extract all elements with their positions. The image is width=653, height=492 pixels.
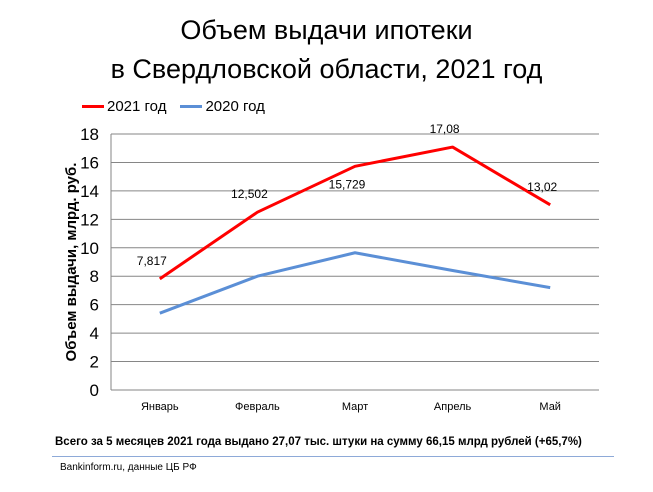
divider	[52, 456, 614, 457]
y-tick-label: 10	[80, 239, 99, 258]
legend-item-2020: 2020 год	[180, 98, 265, 115]
legend-swatch-2020	[180, 105, 203, 108]
summary-text: Всего за 5 месяцев 2021 года выдано 27,0…	[55, 436, 582, 448]
x-tick-label: Январь	[141, 401, 179, 413]
chart-title-line2: в Свердловской области, 2021 год	[110, 54, 543, 84]
x-tick-label: Апрель	[434, 401, 472, 413]
data-label: 17,08	[430, 122, 460, 136]
y-tick-label: 4	[90, 324, 99, 343]
x-tick-label: Май	[539, 401, 561, 413]
data-label: 12,502	[231, 187, 268, 201]
x-tick-label: Февраль	[235, 401, 280, 413]
data-label: 7,817	[137, 254, 167, 268]
y-tick-label: 0	[90, 381, 99, 400]
legend-label-2021: 2021 год	[107, 98, 167, 115]
legend-item-2021: 2021 год	[82, 98, 166, 115]
legend: 2021 год 2020 год	[82, 98, 265, 115]
data-label: 13,02	[527, 180, 557, 194]
x-tick-label: Март	[342, 401, 368, 413]
y-tick-label: 2	[90, 353, 99, 372]
series-line-2021-год	[158, 145, 551, 281]
series-line-2020-год	[159, 251, 551, 315]
source-text: Bankinform.ru, данные ЦБ РФ	[60, 462, 197, 473]
legend-label-2020: 2020 год	[205, 98, 265, 115]
y-tick-label: 8	[90, 267, 99, 286]
y-tick-label: 18	[80, 125, 99, 144]
y-tick-label: 12	[80, 210, 99, 229]
chart-title-line1: Объем выдачи ипотеки	[180, 15, 473, 45]
data-label: 15,729	[329, 177, 366, 191]
legend-swatch-2021	[82, 105, 104, 108]
y-axis-label: Объем выдачи, млрд. руб.	[63, 163, 80, 362]
y-tick-label: 16	[80, 153, 99, 172]
y-tick-label: 14	[80, 182, 99, 201]
y-tick-label: 6	[90, 296, 99, 315]
